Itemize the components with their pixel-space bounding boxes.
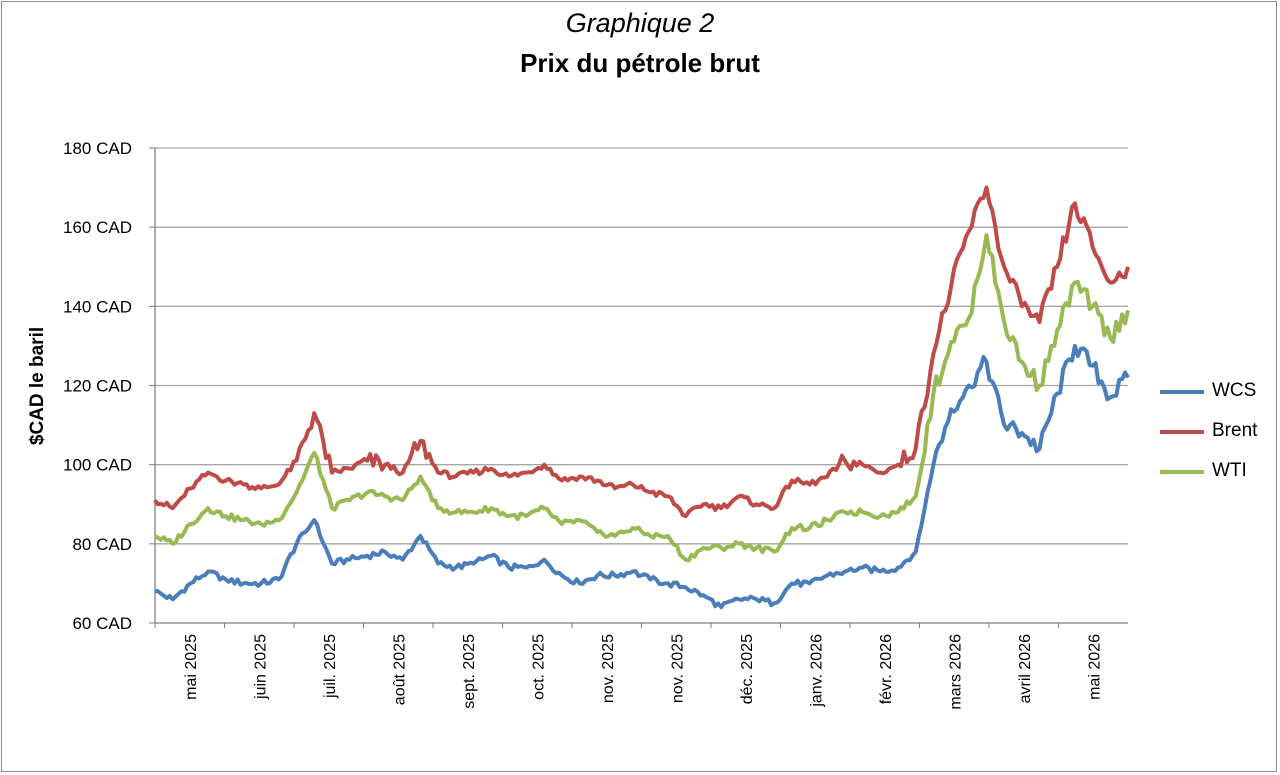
- series-line-wti: [153, 233, 1130, 563]
- y-tick-label: 120 CAD: [63, 377, 132, 396]
- x-tick-label: sept. 2025: [461, 634, 478, 709]
- series-line-brent: [153, 185, 1130, 519]
- legend-swatch: [1160, 430, 1204, 434]
- legend-swatch: [1160, 390, 1204, 394]
- x-axis: mai 2025 juin 2025 juil. 2025 août 2025 sept…: [154, 148, 1128, 710]
- series-line-wcs: [154, 343, 1130, 610]
- x-tick-label: mars 2026: [947, 634, 964, 710]
- x-tick-label: févr. 2026: [878, 634, 895, 704]
- y-tick-label: 180 CAD: [63, 139, 132, 158]
- y-tick-label: 140 CAD: [63, 297, 132, 316]
- x-tick-label: juin 2025: [252, 634, 269, 700]
- y-axis-ticks: 60 CAD 80 CAD 100 CAD 120 CAD 140 CAD 160 CAD…: [63, 139, 132, 633]
- y-tick-label: 100 CAD: [63, 456, 132, 475]
- x-tick-label: janv. 2026: [808, 634, 825, 708]
- x-tick-label: oct. 2025: [530, 634, 547, 700]
- legend-label: WTI: [1212, 460, 1247, 481]
- x-tick-label: mai 2026: [1086, 634, 1103, 700]
- y-axis-label: $CAD le baril: [27, 327, 48, 445]
- x-tick-label: juil. 2025: [322, 634, 339, 699]
- x-tick-label: déc. 2025: [739, 634, 756, 704]
- x-tick-label: avril 2026: [1017, 634, 1034, 703]
- chart-subtitle: Prix du pétrole brut: [520, 48, 760, 78]
- legend-swatch: [1160, 470, 1204, 474]
- legend-label: Brent: [1212, 420, 1258, 441]
- chart-title: Graphique 2: [565, 8, 715, 38]
- legend-label: WCS: [1212, 380, 1257, 401]
- x-tick-label: mai 2025: [183, 634, 200, 700]
- y-tick-label: 60 CAD: [72, 614, 132, 633]
- x-tick-label: nov. 2025: [600, 634, 617, 703]
- x-tick-label: nov. 2025: [669, 634, 686, 703]
- series-lines: [153, 185, 1130, 610]
- y-tick-label: 160 CAD: [63, 218, 132, 237]
- y-tick-label: 80 CAD: [72, 535, 132, 554]
- x-tick-label: août 2025: [391, 634, 408, 705]
